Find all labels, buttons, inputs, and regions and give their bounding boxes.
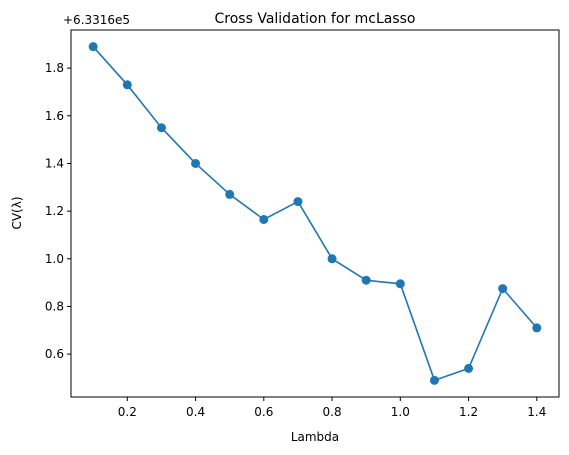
x-tick-label: 0.2 [118, 405, 137, 419]
data-point [191, 158, 201, 168]
y-tick-label: 1.0 [45, 252, 64, 266]
x-tick-label: 0.4 [186, 405, 205, 419]
data-point [88, 42, 98, 52]
x-tick-label: 1.4 [527, 405, 546, 419]
data-point [293, 197, 303, 207]
series-layer [88, 42, 542, 385]
x-tick-label: 1.0 [391, 405, 410, 419]
x-axis: 0.2 0.4 0.6 0.8 1.0 1.2 1.4 [118, 397, 546, 419]
y-tick-label: 1.2 [45, 204, 64, 218]
chart-title: Cross Validation for mcLasso [215, 11, 416, 27]
y-tick-label: 1.6 [45, 109, 64, 123]
data-point [225, 189, 235, 199]
y-tick-label: 1.4 [45, 156, 64, 170]
y-tick-label: 1.8 [45, 61, 64, 75]
data-point [498, 284, 508, 294]
x-tick-label: 1.2 [459, 405, 478, 419]
plot-frame [70, 29, 560, 398]
y-tick-label: 0.8 [45, 299, 64, 313]
data-point [429, 375, 439, 385]
data-point [532, 323, 542, 333]
y-axis-label: CV(λ) [10, 196, 24, 229]
data-point [361, 275, 371, 285]
data-point [122, 80, 132, 90]
x-tick-label: 0.6 [254, 405, 273, 419]
x-tick-label: 0.8 [323, 405, 342, 419]
x-axis-label: Lambda [291, 430, 339, 444]
data-point [464, 363, 474, 373]
series-line [92, 46, 538, 382]
data-point [259, 214, 269, 224]
y-tick-label: 0.6 [45, 347, 64, 361]
data-point [156, 123, 166, 133]
y-axis: 0.6 0.8 1.0 1.2 1.4 1.6 1.8 [45, 61, 71, 361]
plot-background [71, 30, 559, 397]
data-point [395, 279, 405, 289]
y-offset-text: +6.3316e5 [63, 13, 130, 27]
data-point [327, 254, 337, 264]
